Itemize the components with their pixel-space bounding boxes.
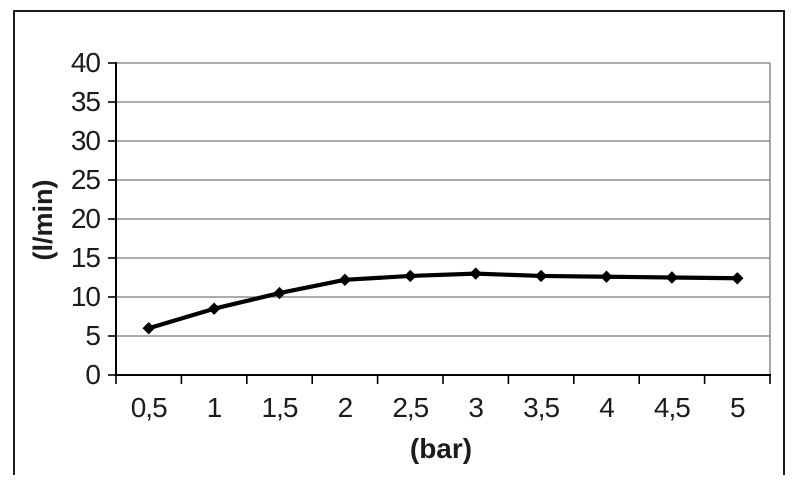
- x-axis-title: (bar): [409, 433, 473, 464]
- y-tick-label: 15: [70, 242, 101, 273]
- data-point-marker: [142, 322, 155, 335]
- x-tick-label: 1,5: [261, 392, 299, 423]
- y-tick-label: 40: [70, 47, 101, 78]
- x-tick-label: 4: [599, 392, 615, 423]
- x-tick-label: 3: [468, 392, 484, 423]
- data-point-marker: [665, 271, 679, 284]
- chart-outer-border: [13, 10, 785, 475]
- data-point-marker: [469, 267, 482, 280]
- x-tick-label: 5: [730, 392, 746, 423]
- y-tick-label: 5: [85, 320, 101, 351]
- y-tick-label: 35: [70, 86, 101, 117]
- x-tick-label: 2,5: [392, 392, 429, 423]
- x-tick-label: 1: [206, 392, 223, 423]
- x-tick-label: 0,5: [130, 392, 168, 423]
- data-point-marker: [534, 269, 548, 283]
- data-point-marker: [600, 270, 613, 283]
- data-point-marker: [731, 272, 744, 285]
- data-point-marker: [338, 273, 352, 287]
- x-tick-label: 4,5: [653, 392, 691, 423]
- series-line: [146, 271, 740, 331]
- data-point-marker: [273, 286, 286, 300]
- y-tick-label: 20: [70, 203, 101, 234]
- y-tick-label: 25: [70, 164, 101, 195]
- y-tick-label: 30: [70, 125, 101, 156]
- x-tick-label: 3,5: [523, 392, 560, 423]
- data-point-marker: [404, 269, 417, 283]
- x-tick-label: 2: [337, 392, 354, 423]
- y-tick-label: 0: [85, 359, 101, 390]
- data-point-marker: [207, 302, 221, 315]
- y-axis-title: (l/min): [28, 179, 58, 261]
- y-tick-label: 10: [70, 281, 101, 312]
